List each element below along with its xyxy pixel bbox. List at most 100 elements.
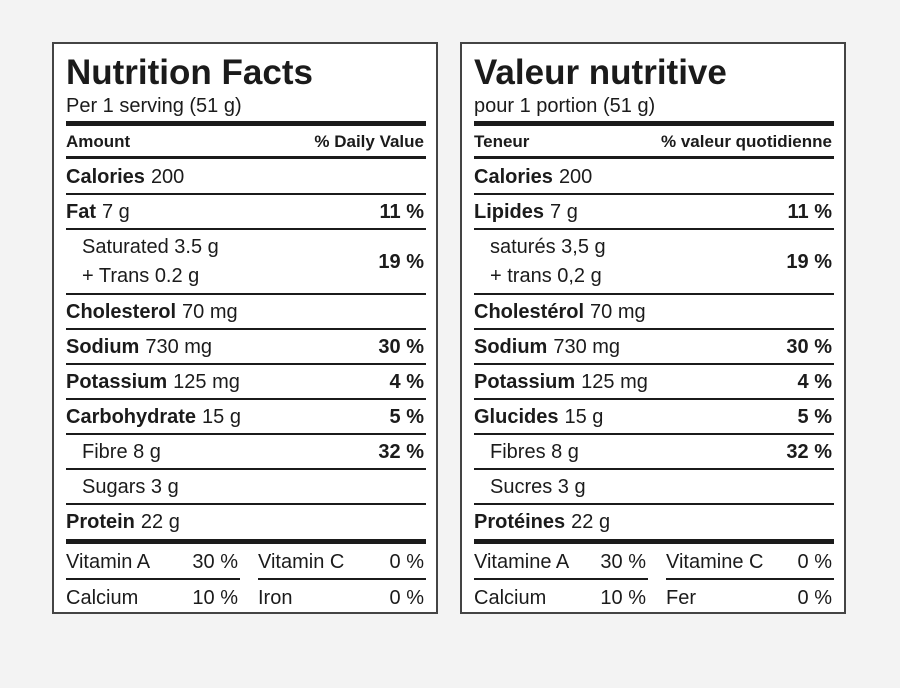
vitamin-pct: 0 % <box>389 551 424 573</box>
nutrient-sub: Sugars 3 g <box>82 476 179 498</box>
rule <box>474 363 834 365</box>
nutrient-name: Glucides <box>474 406 559 428</box>
nutrient-name: Sodium <box>66 336 140 358</box>
rule <box>474 228 834 230</box>
nutrient-sub: + trans 0,2 g <box>490 265 602 287</box>
rule <box>474 578 648 580</box>
rule <box>474 328 834 330</box>
nutrient-name: Cholesterol <box>66 301 177 323</box>
nutrient-line: Sodium 730 mg <box>474 335 620 359</box>
nutrient-line: Potassium 125 mg <box>474 370 648 394</box>
nutrient-amount: 200 <box>558 166 593 188</box>
rule <box>474 503 834 505</box>
nutrient-name: Cholestérol <box>474 301 585 323</box>
vitamin-pct: 0 % <box>389 587 424 609</box>
rule <box>66 468 426 470</box>
nutrient-name: Fat <box>66 201 96 223</box>
vitamin-name: Vitamine C <box>666 551 764 573</box>
nutrition-panel: Nutrition Facts Per 1 serving (51 g) Amoun… <box>52 42 438 614</box>
daily-value: 30 % <box>378 335 424 358</box>
header-dv: % valeur quotidienne <box>661 132 832 151</box>
serving-size: Per 1 serving (51 g) <box>66 95 242 117</box>
rule <box>474 121 834 126</box>
nutrient-line: Cholesterol 70 mg <box>66 300 238 324</box>
daily-value: 5 % <box>797 405 832 428</box>
nutrient-line: Calories 200 <box>66 165 184 189</box>
daily-value: 32 % <box>378 440 424 463</box>
rule <box>66 578 240 580</box>
daily-value: 4 % <box>797 370 832 393</box>
nutrient-sub: Fibres 8 g <box>490 441 579 463</box>
vitamin-name: Calcium <box>474 587 547 609</box>
daily-value: 32 % <box>786 440 832 463</box>
nutrient-amount: 730 mg <box>145 336 213 358</box>
rule <box>66 363 426 365</box>
nutrient-name: Carbohydrate <box>66 406 197 428</box>
nutrient-name: Calories <box>66 166 145 188</box>
nutrient-amount: 125 mg <box>173 371 240 393</box>
nutrient-sub: Sucres 3 g <box>490 476 586 498</box>
vitamin-pct: 30 % <box>192 551 238 573</box>
vitamin-name: Vitamine A <box>474 551 570 573</box>
vitamin-pct: 0 % <box>797 551 832 573</box>
rule <box>66 503 426 505</box>
rule <box>66 228 426 230</box>
nutrient-name: Sodium <box>474 336 548 358</box>
nutrient-sub: + Trans 0.2 g <box>82 265 200 287</box>
rule <box>258 578 426 580</box>
nutrient-sub: Saturated 3.5 g <box>82 236 219 258</box>
vitamin-name: Vitamin C <box>258 551 345 573</box>
rule <box>666 578 834 580</box>
nutrient-sub: Fibre 8 g <box>82 441 161 463</box>
vitamin-name: Vitamin A <box>66 551 151 573</box>
nutrient-amount: 70 mg <box>182 301 238 323</box>
rule <box>66 398 426 400</box>
daily-value: 11 % <box>379 200 424 223</box>
vitamin-pct: 10 % <box>192 587 238 609</box>
daily-value: 30 % <box>786 335 832 358</box>
nutrient-line: Glucides 15 g <box>474 405 603 429</box>
rule <box>474 398 834 400</box>
nutrient-line: Protéines 22 g <box>474 510 610 534</box>
nutrient-line: Sodium 730 mg <box>66 335 212 359</box>
title: Nutrition Facts <box>66 53 313 92</box>
nutrient-name: Protéines <box>474 511 566 533</box>
nutrient-amount: 15 g <box>564 406 604 428</box>
nutrient-amount: 7 g <box>550 201 578 223</box>
nutrient-amount: 7 g <box>102 201 130 223</box>
vitamin-name: Calcium <box>66 587 139 609</box>
rule <box>66 539 426 544</box>
rule <box>474 193 834 195</box>
nutrient-amount: 22 g <box>571 511 611 533</box>
nutrient-name: Calories <box>474 166 553 188</box>
header-dv: % Daily Value <box>314 132 424 151</box>
vitamin-name: Fer <box>666 587 696 609</box>
nutrient-line: Lipides 7 g <box>474 200 578 224</box>
nutrient-name: Protein <box>66 511 135 533</box>
title: Valeur nutritive <box>474 53 727 92</box>
nutrition-panel: Valeur nutritive pour 1 portion (51 g) Ten… <box>460 42 846 614</box>
nutrient-amount: 15 g <box>202 406 241 428</box>
nutrient-amount: 70 mg <box>590 301 646 323</box>
nutrient-amount: 22 g <box>140 511 180 533</box>
rule <box>66 293 426 295</box>
daily-value: 19 % <box>378 250 424 273</box>
nutrient-line: Carbohydrate 15 g <box>66 405 241 429</box>
rule <box>474 156 834 159</box>
rule <box>66 193 426 195</box>
vitamin-pct: 10 % <box>600 587 646 609</box>
nutrient-name: Potassium <box>474 371 576 393</box>
rule <box>66 328 426 330</box>
vitamin-pct: 0 % <box>797 587 832 609</box>
rule <box>66 156 426 159</box>
nutrient-line: Calories 200 <box>474 165 592 189</box>
nutrient-name: Lipides <box>474 201 545 223</box>
header-amount: Teneur <box>474 132 530 151</box>
rule <box>474 539 834 544</box>
rule <box>66 121 426 126</box>
vitamin-name: Iron <box>258 587 293 609</box>
nutrient-line: Protein 22 g <box>66 510 180 534</box>
daily-value: 11 % <box>787 200 832 223</box>
nutrient-line: Fat 7 g <box>66 200 130 224</box>
